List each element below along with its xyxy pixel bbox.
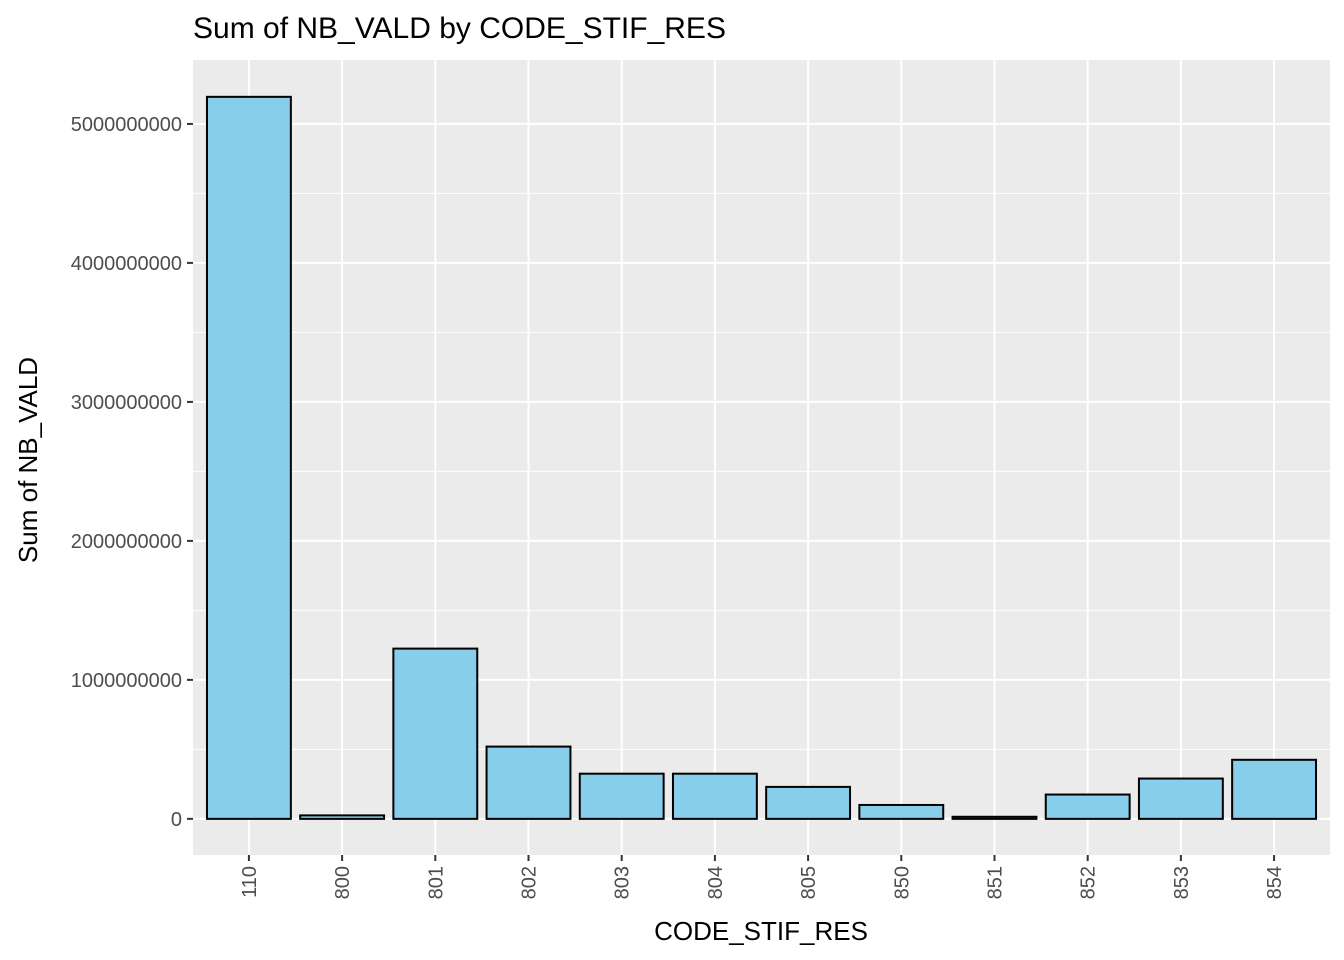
x-tick-label: 802 [519,866,541,899]
bars [205,95,1318,820]
y-tick-label: 1000000000 [71,670,182,692]
y-axis-label: Sum of NB_VALD [13,357,43,563]
y-tick-label: 3000000000 [71,392,182,414]
bar [578,772,665,820]
x-tick-label: 805 [798,866,820,899]
y-axis: 0 1000000000 2000000000 3000000000 400000000… [71,114,193,831]
bar [205,95,292,820]
x-tick-label: 853 [1171,866,1193,899]
bar [485,745,572,820]
bar [1231,758,1318,820]
grid-major [193,60,1330,855]
bar [1044,793,1131,820]
bar [392,647,479,820]
grid-minor [193,192,1330,750]
x-tick-label: 800 [332,866,354,899]
bar [858,803,945,820]
bar [765,785,852,820]
x-tick-label: 803 [612,866,634,899]
y-tick-label: 0 [171,809,182,831]
chart-title: Sum of NB_VALD by CODE_STIF_RES [193,12,726,45]
bar [951,815,1038,820]
y-tick-label: 2000000000 [71,531,182,553]
x-tick-label: 804 [705,866,727,899]
x-axis: 110 800 801 802 803 804 805 850 851 852 853 854 [239,855,1286,899]
x-tick-label: 850 [891,866,913,899]
y-tick-label: 4000000000 [71,253,182,275]
x-tick-label: 801 [425,866,447,899]
x-axis-label: CODE_STIF_RES [654,916,868,946]
bar [1137,777,1224,820]
plot-panel [193,60,1330,855]
y-tick-label: 5000000000 [71,114,182,136]
x-tick-label: 851 [984,866,1006,899]
bar [671,772,758,820]
x-tick-label: 110 [239,866,261,898]
x-tick-label: 854 [1264,866,1286,899]
bar [299,814,386,820]
x-tick-label: 852 [1078,866,1100,899]
